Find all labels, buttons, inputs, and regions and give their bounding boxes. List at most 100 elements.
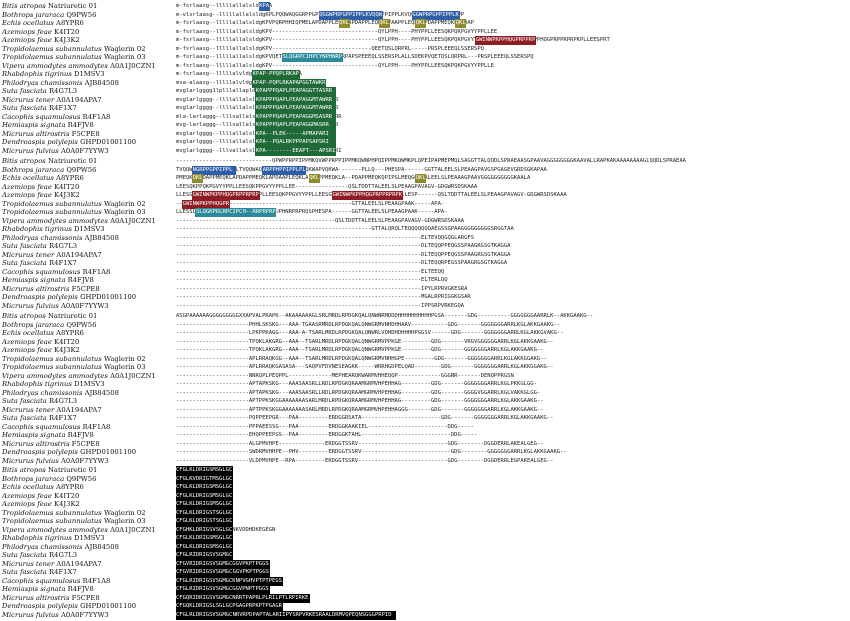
species-name: Philodryas chamissonis (2, 78, 83, 87)
species-name: Dendroaspis polylepis (2, 602, 78, 610)
motif-highlight-green (252, 70, 300, 79)
sequence-text: ----------------------EHQPPEEPGS--PAA---… (176, 432, 478, 438)
species-name: Hemiaspis signata (2, 121, 66, 129)
sequence-text: ASGPAAAAAAGGGGGGGGGXXAPVALPRAPK--AKAAAAA… (176, 313, 594, 319)
species-label: Suta fasciata R4F1X7 (2, 414, 77, 423)
species-label: Tropidolaemus subannulatus Waglerin 03 (2, 517, 146, 526)
accession-id: R4F1A8 (80, 422, 111, 431)
accession-id: Waglerin 02 (101, 508, 146, 517)
accession-id: Natriuretic 01 (45, 157, 98, 165)
motif-highlight-olive (378, 19, 390, 28)
accession-id: F5CPE8 (69, 129, 100, 138)
motif-text: KPA--------EEAPT---APSRI (255, 147, 336, 154)
alignment-row: Micrurus altirostris F5CPE8 CFGQRIDRIGSVS… (0, 593, 850, 603)
sequence-text: m-fsrlaasg--lllllallalsldgKPV-----------… (176, 45, 484, 52)
species-label: Philodryas chamissonis AJB84508 (2, 543, 119, 552)
species-name: Suta fasciata (2, 259, 47, 267)
alignment-row: Micrurus altirostris F5CPE8mvglarlgggg--… (0, 129, 850, 139)
alignment-row: Vipera ammodytes ammodytes A0A1J0CZN1 CFG… (0, 525, 850, 535)
species-label: Cacophis squamulosus R4F1A8 (2, 423, 110, 432)
motif-text: KPAPPPQAPLPEAPAGGMASRR (255, 122, 329, 128)
alignment-row: Cacophis squamulosus R4F1A8mla-larlaggg-… (0, 112, 850, 122)
alignment-row: Philodryas chamissonis AJB84508 CFGLKLDRI… (0, 542, 850, 552)
alignment-row: Tropidolaemus subannulatus Waglerin 02 m-… (0, 45, 850, 54)
motif-highlight-black (175, 551, 234, 560)
accession-id: R4G7L3 (46, 87, 78, 95)
species-label: Dendroaspis polylepis GHPD01001100 (2, 448, 136, 457)
motif-highlight-black (175, 534, 234, 543)
sequence-text: m-fsrlaasg--lllllallalsldgKPV-----------… (176, 37, 610, 43)
species-name: Hemiaspis signata (2, 431, 66, 439)
alignment-row: Micrurus tener A0A194APA7mvglarlgggg--ll… (0, 95, 850, 105)
motif-highlight-green (255, 146, 337, 156)
motif-text: CFGLKLDRIGSMSGLGC (176, 467, 233, 473)
alignment-row: Echis ocellatus A8YPR6 PMEQKLAPDAPPMEQKLA… (0, 174, 850, 183)
accession-id: A0A0F7YYW3 (58, 146, 109, 155)
species-name: Tropidolaemus subannulatus (2, 363, 102, 371)
species-label: Cacophis squamulosus R4F1A8 (2, 577, 110, 586)
species-label: Micrurus fulvius A0A0F7YYW3 (2, 457, 109, 466)
sequence-text: ----------------------------------------… (176, 285, 468, 292)
accession-id: GHPD01001100 (77, 293, 137, 301)
species-name: Micrurus altirostris (2, 129, 70, 138)
species-label: Hemiaspis signata R4FJV8 (2, 121, 94, 130)
accession-id: Natriuretic 01 (45, 2, 98, 10)
species-label: Tropidolaemus subannulatus Waglerin 02 (2, 509, 146, 518)
species-name: Suta fasciata (2, 397, 47, 405)
alignment-row: Rhabdophis tigrinus D1MSV3 CFGLKLDRIGSMSG… (0, 534, 850, 543)
accession-id: R4F1A8 (80, 112, 111, 121)
species-name: Micrurus fulvius (2, 301, 59, 310)
species-label: Tropidolaemus subannulatus Waglerin 03 (2, 53, 146, 62)
motif-text: GWINWPKPPHQGPRPPRPRP (192, 192, 259, 198)
alignment-row: Hemiaspis signata R4FJV8 CFGLRIDRIGSVSGMG… (0, 585, 850, 594)
species-name: Micrurus fulvius (2, 146, 59, 155)
motif-text: CFGLKLDRIGSMSGLGC (176, 535, 233, 541)
alignment-row: Philodryas chamissonis AJB84508 ---------… (0, 389, 850, 398)
species-label: Rhabdophis tigrinus D1MSV3 (2, 70, 105, 79)
species-name: Suta fasciata (2, 104, 47, 112)
motif-highlight-black (175, 500, 234, 509)
species-label: Micrurus tener A0A194APA7 (2, 560, 102, 569)
motif-highlight-olive (338, 19, 350, 28)
accession-id: A0A0F7YYW3 (58, 301, 109, 310)
species-label: Dendroaspis polylepis GHPD01001100 (2, 602, 136, 611)
motif-highlight-blue (318, 10, 383, 20)
species-label: Philodryas chamissonis AJB84508 (2, 389, 119, 398)
alignment-row: Hemiaspis signata R4FJV8 ----------------… (0, 276, 850, 285)
accession-id: Q9PW56 (64, 320, 97, 329)
species-name: Echis ocellatus (2, 174, 54, 182)
alignment-row: Suta fasciata R4G7L3 --------------------… (0, 242, 850, 251)
alignment-row: Vipera ammodytes ammodytes A0A1J0CZN1 m-f… (0, 62, 850, 71)
species-label: Hemiaspis signata R4FJV8 (2, 585, 94, 594)
alignment-row: Tropidolaemus subannulatus Waglerin 03 CF… (0, 517, 850, 526)
species-name: Bothrops jararaca (2, 320, 65, 329)
species-label: Micrurus altirostris F5CPE8 (2, 130, 100, 139)
accession-id: K4J3K2 (51, 191, 80, 199)
motif-highlight-blue (411, 10, 460, 20)
alignment-row: Hemiaspis signata R4FJV8 ----------------… (0, 431, 850, 440)
species-name: Dendroaspis polylepis (2, 448, 78, 456)
motif-text: CFGLKLDRIGSTSGLGC (176, 509, 233, 516)
accession-id: AJB84508 (82, 542, 119, 551)
motif-highlight-olive (308, 174, 320, 183)
sequence-text: ----------------------PQPPEEPGR---PAA---… (176, 415, 554, 421)
alignment-row: Micrurus tener A0A194APA7 ---------------… (0, 406, 850, 415)
motif-text: QKL (192, 175, 203, 181)
alignment-row: Bothrops jararaca Q9PW56 TVQQWAQNGRPPGPPI… (0, 165, 850, 175)
accession-id: D1MSV3 (71, 380, 105, 388)
accession-id: R4F1A8 (80, 267, 111, 276)
alignment-row: Echis ocellatus A8YPR6 ------------------… (0, 329, 850, 338)
motif-text: QKL (309, 175, 320, 181)
alignment-row: Suta fasciata R4G7L3mvglarlgggg1lplllall… (0, 87, 850, 96)
species-name: Vipera ammodytes ammodytes (2, 216, 108, 225)
motif-text: CFGLRLDRIGSVSGMGC (176, 611, 233, 618)
alignment-row: Tropidolaemus subannulatus Waglerin 03 m-… (0, 53, 850, 62)
alignment-row: Micrurus tener A0A194APA7 ---------------… (0, 251, 850, 260)
accession-id: A8YPR6 (53, 19, 84, 27)
accession-id: Waglerin 03 (101, 363, 146, 371)
species-label: Azemiops feae K4IT20 (2, 492, 79, 501)
accession-id: R4F1X7 (46, 568, 77, 576)
species-label: Tropidolaemus subannulatus Waglerin 02 (2, 45, 146, 54)
accession-id: A0A0F7YYW3 (58, 456, 109, 465)
motif-highlight-teal (282, 53, 343, 62)
